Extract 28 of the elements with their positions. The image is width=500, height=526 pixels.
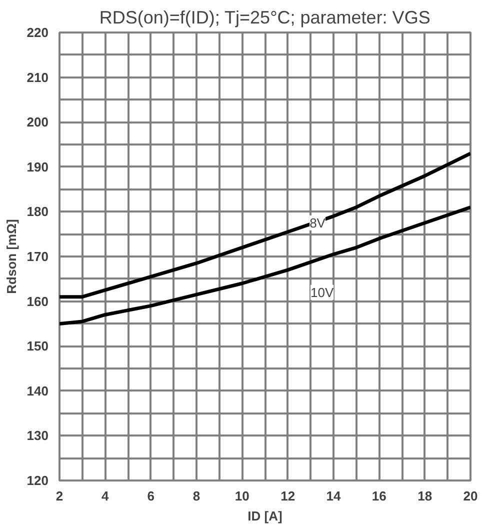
y-tick-label: 150 [26,338,49,354]
y-tick-label: 160 [26,294,49,309]
x-tick-label: 16 [372,488,386,504]
chart-title: RDS(on)=f(ID); Tj=25°C; parameter: VGS [99,8,430,28]
x-tick-label: 14 [326,488,342,504]
x-axis-title: ID [A] [248,508,282,524]
x-tick-label: 4 [102,488,110,504]
y-tick-label: 140 [26,383,49,398]
x-tick-label: 20 [463,488,478,504]
y-tick-label: 180 [26,204,49,220]
x-tick-label: 6 [147,488,154,504]
y-tick-label: 130 [26,428,49,444]
line-series [60,152,470,299]
x-tick-label: 12 [280,488,296,504]
x-tick-label: 10 [234,488,250,504]
x-tick-label: 8 [192,488,200,504]
y-tick-label: 120 [26,473,49,488]
annotation: 8V [310,215,326,230]
y-tick-label: 220 [26,25,49,40]
x-tick-label: 18 [418,488,432,504]
line-series [60,205,470,326]
y-tick-label: 210 [26,70,49,85]
y-tick-label: 190 [26,159,49,174]
y-axis-title: Rdson [mΩ] [4,219,19,294]
y-tick-label: 170 [26,249,49,264]
x-tick-label: 2 [56,488,64,504]
annotation: 10V [310,284,334,300]
y-tick-label: 200 [26,114,49,130]
